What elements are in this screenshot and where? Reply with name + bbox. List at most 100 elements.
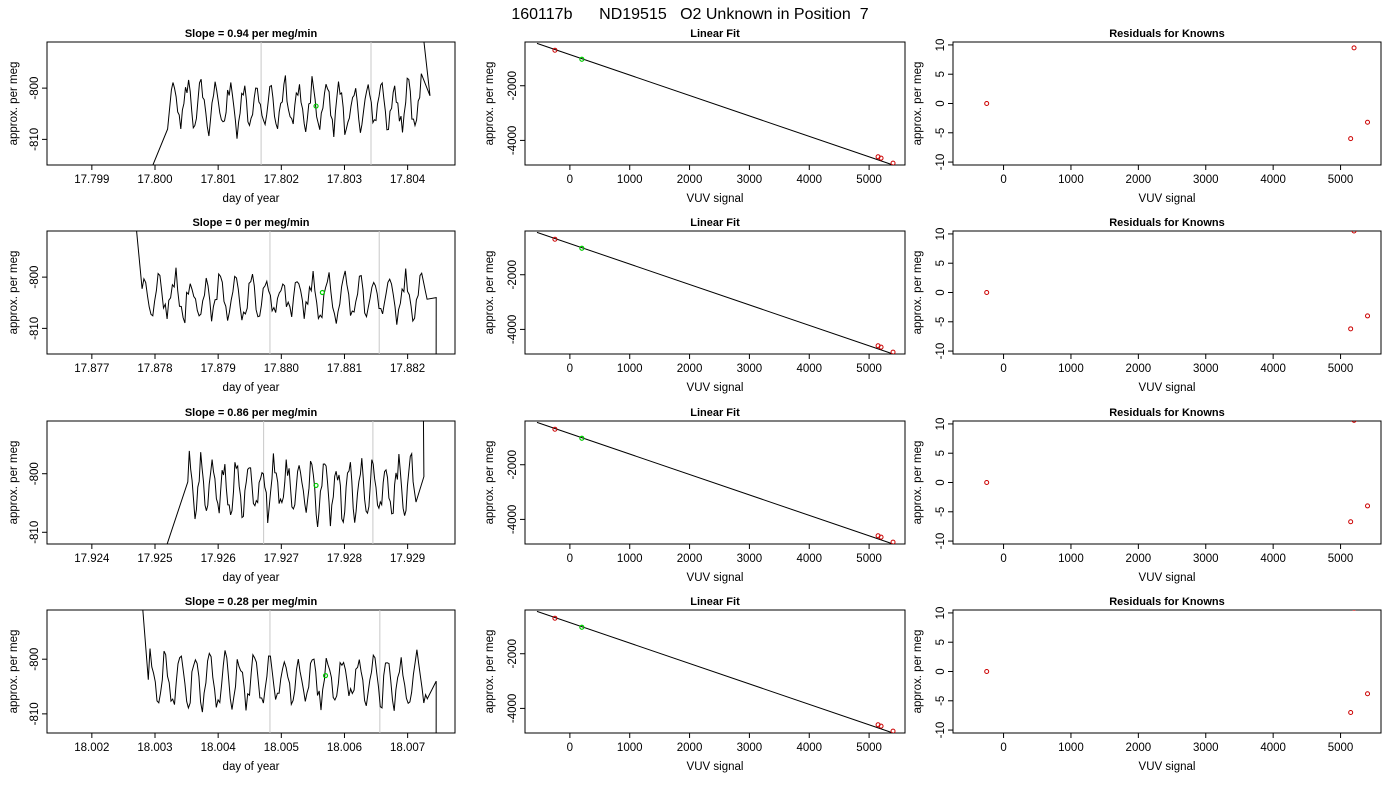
x-tick-label: 5000 — [856, 553, 882, 565]
x-tick-label: 5000 — [856, 742, 882, 754]
panel-r1-c1: Slope = 0.94 per meg/min 17.799 17.800 17.8… — [8, 28, 456, 205]
x-tick-label: 3000 — [1193, 363, 1219, 375]
y-tick-label: -10 — [935, 533, 947, 550]
y-tick-label: 10 — [935, 228, 947, 241]
y-tick-label: 5 — [935, 71, 947, 77]
unknown-point — [579, 624, 585, 630]
y-axis-label: approx. per meg — [912, 62, 924, 146]
known-point — [552, 426, 558, 432]
x-tick-label: 18.003 — [137, 742, 172, 754]
y-axis-label: approx. per meg — [8, 251, 20, 335]
plot-title: Residuals for Knowns — [1109, 596, 1225, 608]
y-tick-label: -5 — [935, 696, 947, 706]
plot-title: Slope = 0 per meg/min — [192, 217, 309, 229]
known-point — [890, 728, 896, 733]
plot-area — [984, 45, 1371, 142]
x-tick-label: 17.803 — [327, 174, 362, 186]
residual-point — [1348, 710, 1354, 715]
fit-line — [536, 421, 894, 544]
x-axis-label: VUV signal — [687, 382, 744, 394]
x-tick-label: 18.007 — [390, 742, 425, 754]
x-tick-label: 2000 — [1126, 363, 1152, 375]
plot-area — [984, 610, 1371, 715]
y-tick-label: -4000 — [507, 315, 519, 344]
x-tick-label: 17.880 — [264, 363, 299, 375]
x-tick-label: 2000 — [1126, 174, 1152, 186]
x-tick-label: 4000 — [796, 363, 822, 375]
y-axis-label: approx. per meg — [912, 630, 924, 714]
x-axis-label: VUV signal — [1139, 193, 1196, 205]
x-axis-label: VUV signal — [1139, 572, 1196, 584]
residual-point — [1365, 313, 1371, 319]
y-tick-label: 10 — [935, 39, 947, 52]
plot-frame — [952, 41, 1382, 166]
plot-frame — [524, 609, 906, 734]
plot-title: Slope = 0.86 per meg/min — [185, 407, 318, 419]
y-tick-label: 5 — [935, 260, 947, 266]
y-tick-label: -4000 — [507, 694, 519, 723]
plot-frame — [524, 230, 906, 355]
residual-point — [1348, 326, 1354, 332]
panel-r4-c2: Linear Fit 0 1000 2000 3000 4000 5000 -4000 -200… — [484, 596, 906, 773]
residual-point — [984, 480, 990, 485]
y-tick-label: -810 — [29, 317, 41, 340]
y-tick-label: -810 — [29, 128, 41, 151]
y-tick-label: -800 — [29, 462, 41, 485]
x-tick-label: 5000 — [1328, 742, 1354, 754]
x-axis-label: day of year — [223, 382, 280, 394]
known-point — [878, 344, 884, 350]
x-tick-label: 5000 — [856, 363, 882, 375]
plot-title: Linear Fit — [690, 217, 740, 229]
y-axis-label: approx. per meg — [8, 441, 20, 525]
x-tick-label: 2000 — [1126, 742, 1152, 754]
x-tick-label: 1000 — [1058, 174, 1084, 186]
x-axis-label: day of year — [223, 572, 280, 584]
x-tick-label: 18.006 — [327, 742, 362, 754]
plot-frame — [524, 420, 906, 545]
x-axis-label: VUV signal — [1139, 761, 1196, 773]
plot-area — [136, 231, 437, 354]
y-axis-label: approx. per meg — [484, 630, 496, 714]
residual-point — [1348, 136, 1354, 142]
x-tick-label: 1000 — [617, 742, 643, 754]
plot-title: Linear Fit — [690, 28, 740, 40]
x-tick-label: 17.800 — [137, 174, 172, 186]
y-axis-label: approx. per meg — [8, 62, 20, 146]
known-point — [552, 615, 558, 621]
plot-frame — [46, 420, 456, 545]
x-tick-label: 3000 — [1193, 742, 1219, 754]
x-tick-label: 1000 — [617, 553, 643, 565]
plot-frame — [46, 41, 456, 166]
x-tick-label: 1000 — [1058, 363, 1084, 375]
x-tick-label: 4000 — [1260, 363, 1286, 375]
signal-trace — [142, 610, 437, 733]
x-tick-label: 17.879 — [201, 363, 236, 375]
plot-title: Slope = 0.28 per meg/min — [185, 596, 318, 608]
x-tick-label: 2000 — [677, 553, 703, 565]
y-tick-label: -800 — [29, 266, 41, 289]
known-point — [552, 47, 558, 53]
known-point — [890, 539, 896, 544]
plot-frame — [952, 609, 1382, 734]
x-tick-label: 2000 — [677, 363, 703, 375]
x-tick-label: 0 — [567, 553, 573, 565]
plot-area — [536, 42, 896, 165]
x-tick-label: 17.928 — [327, 553, 362, 565]
y-tick-label: 0 — [935, 289, 947, 295]
x-tick-label: 17.801 — [201, 174, 236, 186]
x-tick-label: 17.925 — [137, 553, 172, 565]
y-tick-label: -810 — [29, 702, 41, 725]
plot-frame — [46, 230, 456, 355]
known-point — [890, 349, 896, 354]
residual-point — [1351, 45, 1357, 51]
residual-point — [1352, 610, 1356, 611]
unknown-mean-marker — [319, 289, 325, 296]
known-point — [878, 723, 884, 729]
x-tick-label: 17.878 — [137, 363, 172, 375]
y-tick-label: -5 — [935, 128, 947, 138]
y-axis-label: approx. per meg — [484, 251, 496, 335]
panel-r2-c2: Linear Fit 0 1000 2000 3000 4000 5000 -4000 -200… — [484, 217, 906, 394]
x-tick-label: 17.881 — [327, 363, 362, 375]
plot-frame — [46, 609, 456, 734]
x-tick-label: 18.005 — [264, 742, 299, 754]
